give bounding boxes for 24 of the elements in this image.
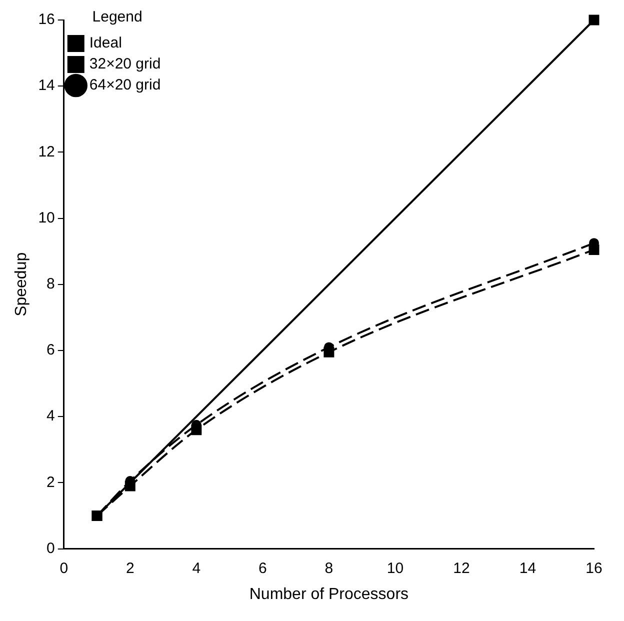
x-tick-label: 0	[60, 560, 68, 577]
y-tick-label: 16	[38, 11, 55, 28]
x-tick-label: 16	[586, 560, 602, 577]
legend-title: Legend	[92, 8, 142, 26]
x-tick-label: 8	[324, 560, 334, 577]
x-tick-label: 14	[519, 560, 536, 577]
x-axis-title: Number of Processors	[249, 586, 409, 603]
x-tick-label: 4	[192, 560, 201, 577]
x-tick-label: 12	[453, 560, 470, 577]
y-tick-label: 4	[46, 408, 55, 425]
legend-label: 32×20 grid	[89, 56, 161, 73]
y-tick-label: 2	[46, 474, 55, 491]
x-tick-label: 2	[126, 560, 134, 577]
y-tick-label: 10	[38, 209, 55, 226]
x-tick-label: 10	[386, 560, 404, 577]
y-tick-label: 6	[46, 342, 55, 359]
y-tick-label: 14	[38, 77, 55, 94]
y-tick-label: 0	[46, 540, 55, 557]
y-tick-label: 8	[46, 276, 55, 293]
x-tick-label: 6	[258, 560, 267, 577]
legend-label: 64×20 grid	[89, 76, 161, 94]
legend-label: Ideal	[89, 34, 122, 52]
y-tick-label: 12	[38, 143, 55, 160]
y-axis-title: Speedup	[13, 252, 30, 316]
